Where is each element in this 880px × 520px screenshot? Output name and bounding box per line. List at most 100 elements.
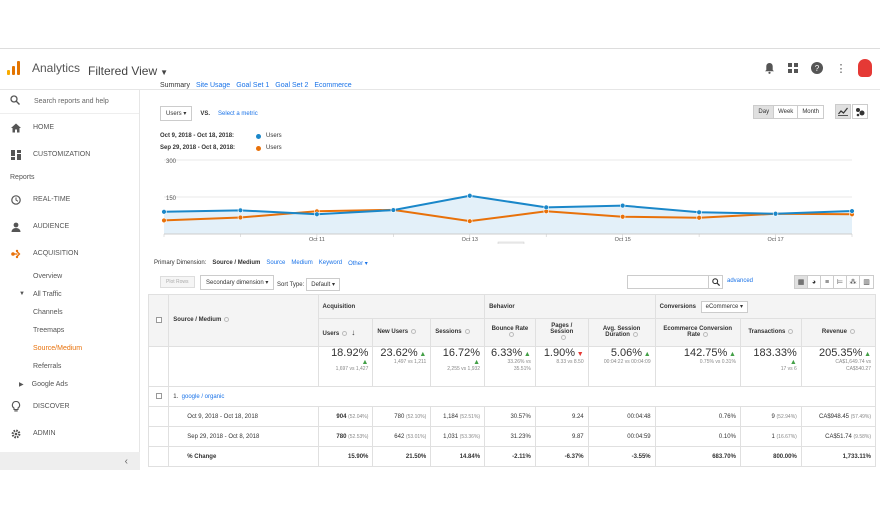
tab-goal-set-2[interactable]: Goal Set 2 [275, 82, 309, 89]
performance-view-icon[interactable]: ≡ [821, 276, 834, 288]
pie-view-icon[interactable]: ◕ [808, 276, 821, 288]
day-button[interactable]: Day [754, 106, 775, 118]
sidebar-item-google-ads[interactable]: ▶ Google Ads [0, 375, 139, 393]
legend-dot [256, 133, 261, 139]
plot-rows-button[interactable]: Plot Rows [160, 276, 195, 288]
sidebar-search[interactable]: Search reports and help [0, 90, 139, 114]
select-all-cell[interactable] [147, 294, 170, 347]
cell-transactions: 1 (16.67%) [739, 426, 802, 447]
info-icon[interactable] [703, 332, 709, 338]
cell-value: 1,184 [443, 413, 459, 420]
collapse-sidebar-button[interactable]: ‹ [0, 452, 140, 470]
behavior-group: Behavior [484, 294, 656, 319]
tab-site-usage[interactable]: Site Usage [195, 82, 231, 89]
more-vert-icon[interactable]: ⋮ [835, 62, 847, 75]
bell-icon[interactable] [762, 61, 776, 75]
dimension-keyword[interactable]: Keyword [318, 260, 343, 266]
sidebar-item-admin[interactable]: ADMIN [0, 420, 139, 447]
info-icon[interactable] [342, 330, 348, 336]
new-users-header[interactable]: New Users [372, 318, 432, 347]
dimension-other[interactable]: Other ▾ [348, 261, 368, 267]
info-icon[interactable] [224, 317, 230, 323]
month-button[interactable]: Month [798, 106, 823, 118]
dimension-source[interactable]: Source [266, 260, 286, 266]
bounce-rate-header[interactable]: Bounce Rate [484, 318, 536, 347]
pivot-view-icon[interactable]: ▥ [860, 276, 873, 288]
legend-dot [256, 145, 261, 151]
info-icon[interactable] [508, 332, 514, 338]
dimension-source-medium[interactable]: Source / Medium [212, 260, 261, 266]
row-checkbox[interactable] [155, 392, 162, 399]
users-header[interactable]: Users ↓ [317, 318, 374, 347]
row-checkbox-cell[interactable] [147, 386, 170, 407]
comparison-view-icon[interactable]: ⊨ [834, 276, 847, 288]
transactions-header[interactable]: Transactions [739, 318, 802, 347]
avatar[interactable] [858, 59, 872, 77]
sidebar-item-referrals[interactable]: Referrals [33, 362, 62, 370]
sidebar-item-audience[interactable]: AUDIENCE [0, 213, 139, 240]
select-all-checkbox[interactable] [155, 316, 162, 323]
header-label: Bounce Rate [491, 326, 529, 333]
sidebar-item-acquisition[interactable]: ACQUISITION [0, 240, 139, 267]
sidebar-item-label: REAL-TIME [33, 196, 71, 203]
cell-ecr: 0.76% [654, 406, 741, 427]
table-view-icon[interactable]: ▦ [795, 276, 808, 288]
cell-pct: (9.58%) [853, 433, 871, 440]
info-icon[interactable] [464, 329, 470, 335]
data-point [390, 207, 397, 213]
google-organic-link[interactable]: google / organic [181, 393, 225, 400]
cell-new-users: 21.50% [372, 446, 432, 467]
help-icon[interactable]: ? [810, 61, 824, 75]
motion-chart-icon[interactable] [852, 104, 868, 119]
source-medium-header[interactable]: Source / Medium [168, 294, 319, 347]
line-chart-icon[interactable] [835, 104, 851, 119]
secondary-dimension-select[interactable]: Secondary dimension ▾ [200, 275, 275, 290]
sidebar-item-overview[interactable]: Overview [33, 272, 63, 280]
sidebar-item-label: ADMIN [33, 430, 56, 437]
term-cloud-icon[interactable]: ⁂ [847, 276, 860, 288]
info-icon[interactable] [788, 329, 794, 335]
sidebar-item-home[interactable]: HOME [0, 114, 139, 141]
sort-desc-icon[interactable]: ↓ [351, 328, 356, 337]
table-search-input[interactable] [627, 275, 723, 289]
avg-duration-header[interactable]: Avg. Session Duration [587, 318, 656, 347]
sidebar-item-source-medium[interactable]: Source/Medium [33, 344, 83, 352]
analytics-logo-icon[interactable] [7, 61, 21, 75]
search-icon[interactable] [708, 276, 722, 288]
tab-goal-set-1[interactable]: Goal Set 1 [236, 82, 270, 89]
info-icon[interactable] [849, 329, 855, 335]
conversions-label: Conversions [659, 304, 696, 310]
revenue-header[interactable]: Revenue [800, 318, 877, 347]
tab-summary[interactable]: Summary [160, 82, 190, 89]
info-icon[interactable] [632, 332, 638, 338]
select-metric-link[interactable]: Select a metric [218, 110, 258, 117]
sidebar-item-treemaps[interactable]: Treemaps [33, 326, 65, 334]
total-value: 183.33% [753, 347, 797, 359]
total-value: 142.75% [683, 347, 728, 359]
sidebar-item-channels[interactable]: Channels [33, 308, 63, 316]
legend-series: Users [266, 145, 282, 151]
y-tick-label: 300 [166, 159, 177, 165]
table-column-header: Users ↓ New Users Sessions Bounce Rate Pa… [149, 318, 877, 347]
pages-session-header[interactable]: Pages / Session [534, 318, 589, 347]
info-icon[interactable] [411, 329, 417, 335]
sidebar-item-customization[interactable]: CUSTOMIZATION [0, 141, 139, 168]
sort-type-select[interactable]: Default ▾ [306, 278, 340, 291]
sidebar-item-realtime[interactable]: REAL-TIME [0, 186, 139, 213]
metric-select[interactable]: Users ▾ [160, 106, 193, 121]
cell-duration: 00:04:59 [587, 426, 656, 447]
ecommerce-conversion-header[interactable]: Ecommerce Conversion Rate [654, 318, 741, 347]
week-button[interactable]: Week [774, 106, 799, 118]
info-icon[interactable] [560, 335, 566, 341]
conversions-select[interactable]: eCommerce ▾ [700, 301, 749, 313]
sidebar-item-all-traffic[interactable]: ▼ All Traffic [0, 285, 139, 303]
users-line-chart: 300 150 Oct 11 Oct 13 Oct 15 Oct 17 [148, 154, 876, 244]
apps-grid-icon[interactable] [786, 61, 800, 75]
sidebar-item-discover[interactable]: DISCOVER [0, 393, 139, 420]
advanced-filter-link[interactable]: advanced [727, 278, 754, 284]
total-ecr: 142.75% ▲ 0.75% vs 0.31% [654, 346, 741, 387]
sessions-header[interactable]: Sessions [430, 318, 486, 347]
tab-ecommerce[interactable]: Ecommerce [314, 82, 352, 89]
dimension-medium[interactable]: Medium [291, 260, 313, 266]
view-selector[interactable]: Filtered View ▼ [88, 64, 168, 78]
